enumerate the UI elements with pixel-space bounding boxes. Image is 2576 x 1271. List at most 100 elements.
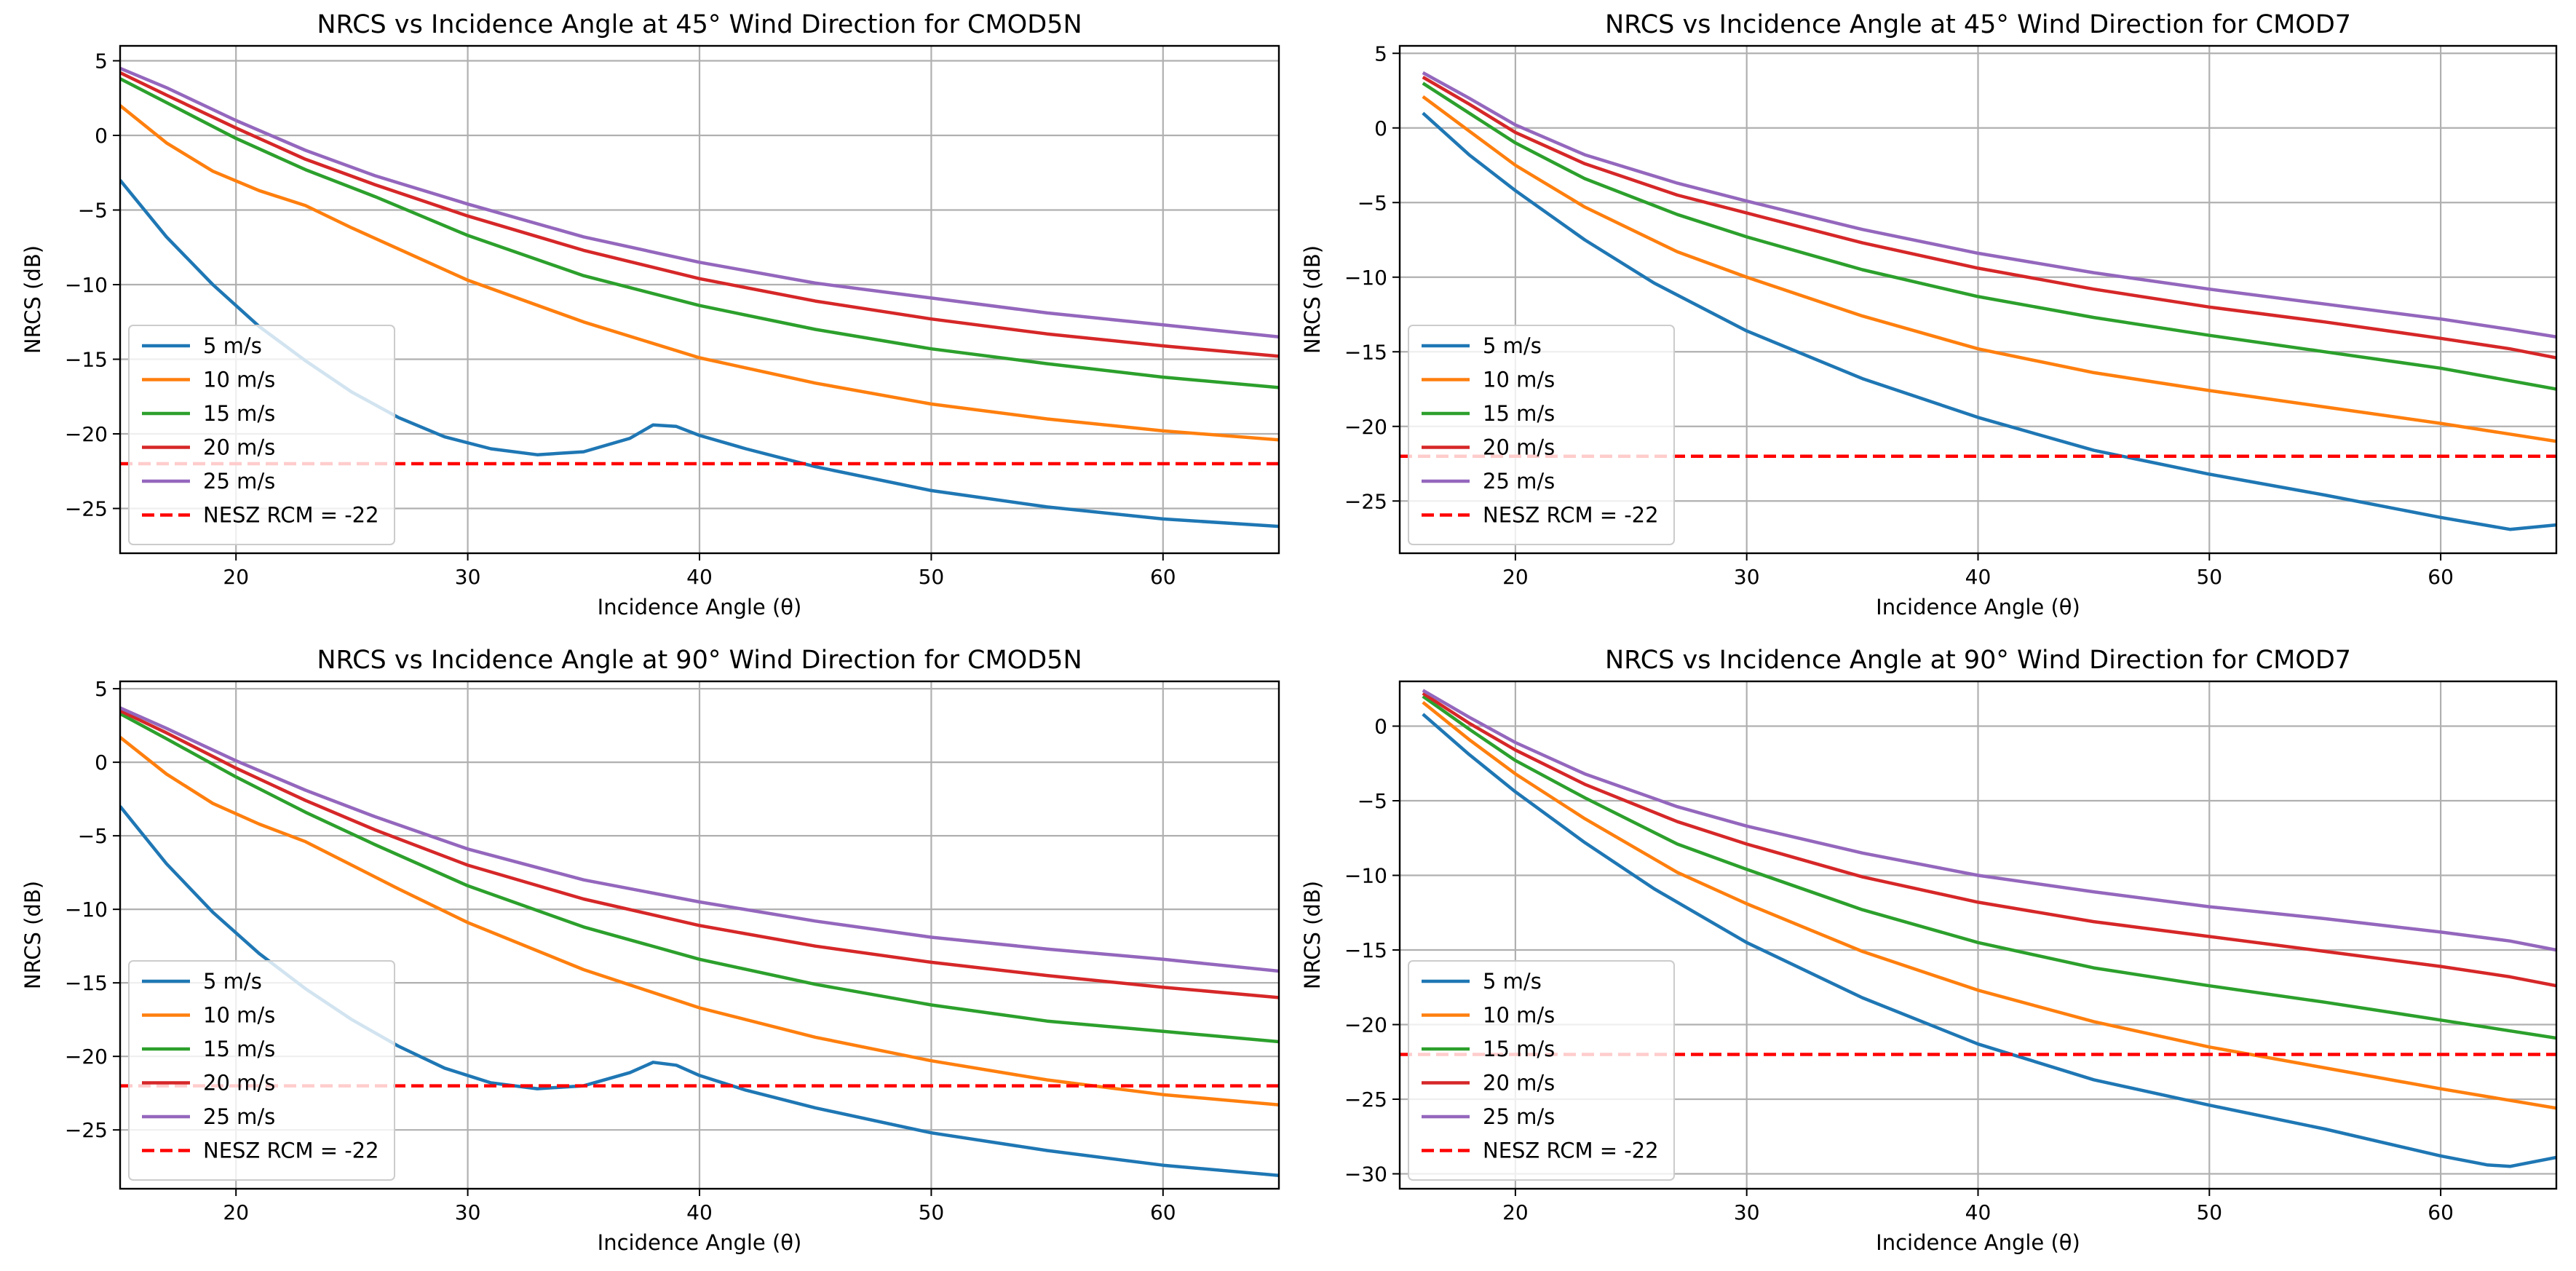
legend-label: 5 m/s <box>1483 333 1542 358</box>
x-tick-label: 20 <box>1502 1200 1529 1224</box>
series-line-5-m-s <box>1422 713 2556 1168</box>
x-tick-label: 30 <box>1734 565 1760 589</box>
y-axis-label: NRCS (dB) <box>20 245 45 354</box>
legend-label: 10 m/s <box>1483 1003 1555 1028</box>
legend-label: 10 m/s <box>203 1003 275 1028</box>
series-line-25-m-s <box>120 706 1279 973</box>
y-tick-label: −10 <box>1344 266 1387 290</box>
x-tick-label: 30 <box>455 565 481 589</box>
legend-label: NESZ RCM = -22 <box>203 1139 379 1163</box>
legend-label: NESZ RCM = -22 <box>1483 503 1659 528</box>
y-axis-label: NRCS (dB) <box>1300 881 1325 989</box>
y-tick-label: 5 <box>95 50 108 74</box>
legend-box <box>1408 960 1675 1181</box>
legend-box <box>128 960 395 1181</box>
legend-label: 15 m/s <box>203 1037 275 1061</box>
series-line-20-m-s <box>1422 692 2556 988</box>
series-line-5-m-s <box>1422 111 2556 531</box>
x-tick-label: 30 <box>455 1200 481 1224</box>
y-tick-label: −10 <box>65 273 108 297</box>
legend: 5 m/s 10 m/s 15 m/s 20 m/s 25 m/s NESZ RCM = … <box>128 960 395 1181</box>
y-tick-label: −5 <box>1358 789 1387 813</box>
y-tick-label: −5 <box>1358 191 1387 215</box>
x-tick-label: 20 <box>223 1200 249 1224</box>
x-tick-label: 40 <box>686 1200 713 1224</box>
y-tick-label: −25 <box>1344 489 1387 513</box>
legend-label: 20 m/s <box>203 1071 275 1096</box>
chart-title: NRCS vs Incidence Angle at 90° Wind Dire… <box>1605 646 2351 675</box>
legend: 5 m/s 10 m/s 15 m/s 20 m/s 25 m/s NESZ RCM = … <box>1408 960 1675 1181</box>
series-line-15-m-s <box>1422 694 2556 1040</box>
x-tick-label: 50 <box>2196 565 2222 589</box>
legend-label: 15 m/s <box>1483 401 1555 426</box>
legend-label: 10 m/s <box>1483 368 1555 392</box>
x-tick-label: 50 <box>919 1200 945 1224</box>
y-tick-label: 0 <box>95 124 108 148</box>
x-axis-label: Incidence Angle (θ) <box>598 595 802 619</box>
legend-label: 25 m/s <box>1483 1104 1555 1129</box>
x-tick-label: 50 <box>919 565 945 589</box>
x-tick-label: 60 <box>1150 565 1176 589</box>
series-group <box>120 66 1279 528</box>
x-axis-label: Incidence Angle (θ) <box>1876 1230 2080 1255</box>
y-tick-label: 0 <box>1374 116 1387 140</box>
y-tick-label: −25 <box>65 1118 108 1142</box>
x-tick-label: 40 <box>1965 1200 1992 1224</box>
legend-label: 20 m/s <box>1483 1071 1555 1096</box>
legend-box <box>1408 325 1675 545</box>
legend-label: 20 m/s <box>1483 435 1555 460</box>
x-tick-label: 60 <box>2428 565 2454 589</box>
x-tick-label: 40 <box>686 565 713 589</box>
y-tick-label: −20 <box>1344 1013 1387 1037</box>
y-tick-label: −15 <box>65 348 108 372</box>
series-line-20-m-s <box>1422 76 2556 360</box>
legend: 5 m/s 10 m/s 15 m/s 20 m/s 25 m/s NESZ RCM = … <box>128 325 395 545</box>
series-line-15-m-s <box>120 77 1279 389</box>
legend-label: 10 m/s <box>203 368 275 392</box>
y-tick-label: −30 <box>1344 1163 1387 1187</box>
legend: 5 m/s 10 m/s 15 m/s 20 m/s 25 m/s NESZ RCM = … <box>1408 325 1675 545</box>
series-line-10-m-s <box>1422 700 2556 1110</box>
chart-title: NRCS vs Incidence Angle at 90° Wind Dire… <box>317 646 1082 675</box>
y-tick-label: −5 <box>78 199 108 223</box>
x-tick-label: 20 <box>1502 565 1529 589</box>
y-tick-label: −25 <box>1344 1088 1387 1112</box>
y-tick-label: −15 <box>1344 340 1387 364</box>
legend-label: 5 m/s <box>203 969 262 994</box>
y-tick-label: −20 <box>65 422 108 446</box>
y-tick-label: −15 <box>65 971 108 995</box>
x-tick-label: 30 <box>1734 1200 1760 1224</box>
legend-label: 5 m/s <box>1483 969 1542 994</box>
chart-panel-4: 20 30 40 50 60 0 −5 −10 −15 −20 −25 −30 NRCS vs Inci… <box>1300 646 2558 1255</box>
legend-label: 20 m/s <box>203 435 275 460</box>
legend-label: 15 m/s <box>203 401 275 426</box>
legend-label: 15 m/s <box>1483 1037 1555 1061</box>
x-axis-label: Incidence Angle (θ) <box>598 1230 802 1255</box>
legend-label: 5 m/s <box>203 333 262 358</box>
series-line-10-m-s <box>1422 95 2556 443</box>
legend-label: 25 m/s <box>203 469 275 494</box>
series-line-20-m-s <box>120 71 1279 358</box>
x-tick-label: 50 <box>2196 1200 2222 1224</box>
y-tick-label: −20 <box>1344 415 1387 439</box>
y-tick-label: −25 <box>65 497 108 521</box>
y-axis-label: NRCS (dB) <box>1300 245 1325 354</box>
y-tick-label: 0 <box>95 751 108 775</box>
series-line-10-m-s <box>120 736 1279 1107</box>
x-axis-label: Incidence Angle (θ) <box>1876 595 2080 619</box>
series-line-15-m-s <box>120 712 1279 1044</box>
x-tick-label: 40 <box>1965 565 1992 589</box>
x-tick-label: 20 <box>223 565 249 589</box>
y-axis-label: NRCS (dB) <box>20 881 45 989</box>
legend-label: NESZ RCM = -22 <box>1483 1139 1659 1163</box>
series-line-15-m-s <box>1422 82 2556 391</box>
series-line-10-m-s <box>120 104 1279 442</box>
y-tick-label: −10 <box>1344 864 1387 888</box>
legend-label: 25 m/s <box>203 1104 275 1129</box>
series-line-20-m-s <box>120 709 1279 999</box>
legend-label: 25 m/s <box>1483 469 1555 494</box>
chart-title: NRCS vs Incidence Angle at 45° Wind Dire… <box>317 10 1082 39</box>
